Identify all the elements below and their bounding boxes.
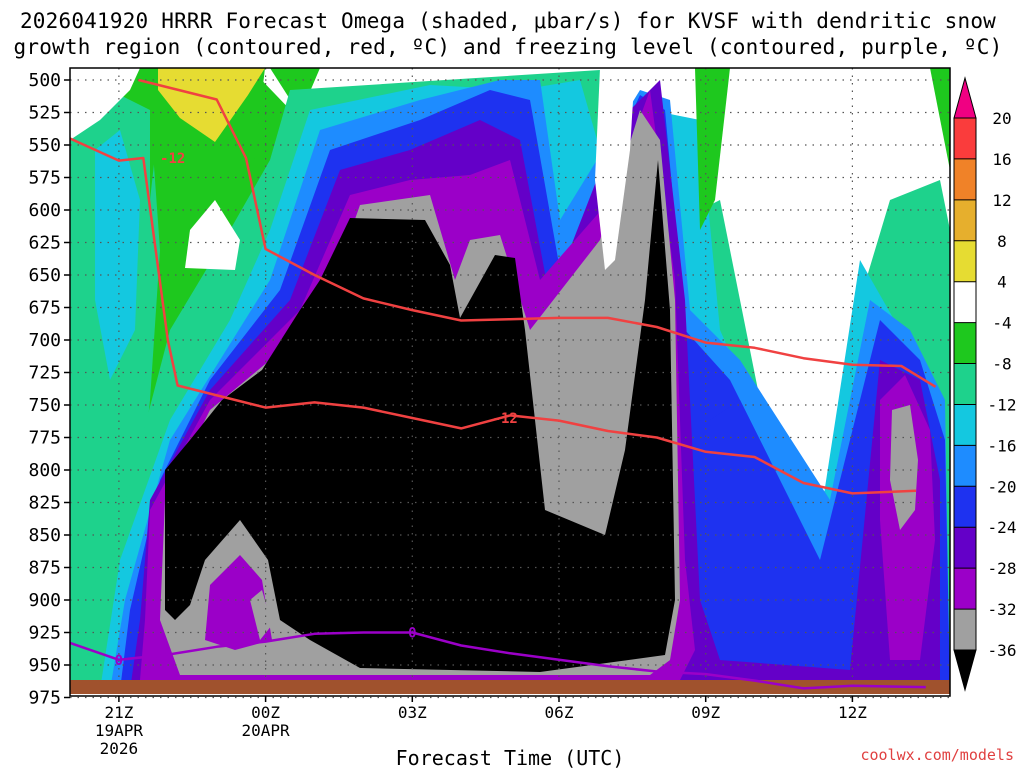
y-tick-label: 875 <box>28 558 61 579</box>
x-tick-sublabel: 2026 <box>100 739 139 758</box>
colorbar-label: -36 <box>988 641 1017 660</box>
colorbar-label: -24 <box>988 518 1017 537</box>
y-tick-label: 775 <box>28 428 61 449</box>
x-tick-sublabel: 19APR <box>95 721 144 740</box>
colorbar-label: 4 <box>997 273 1007 292</box>
x-tick-label: 03Z <box>398 703 427 722</box>
colorbar-label: 12 <box>992 191 1011 210</box>
y-tick-label: 950 <box>28 655 61 676</box>
y-tick-label: 975 <box>28 688 61 709</box>
colorbar-segment <box>954 118 976 159</box>
contour-labels: -12 -12 0 0 <box>115 151 518 669</box>
colorbar-segment <box>954 568 976 610</box>
x-tick-label: 06Z <box>545 703 574 722</box>
colorbar-segment <box>954 158 976 200</box>
y-tick-label: 925 <box>28 623 61 644</box>
y-tick-label: 600 <box>28 200 61 221</box>
omega-shading <box>70 68 950 696</box>
contour--12 <box>69 137 917 495</box>
contour--12 <box>138 78 937 388</box>
colorbar-segment <box>954 609 976 650</box>
colorbar-label: 8 <box>997 232 1007 251</box>
grid-lines <box>70 68 950 699</box>
x-tick-sublabel: 20APR <box>242 721 291 740</box>
colorbar-label: -16 <box>988 436 1017 455</box>
colorbar-label: -28 <box>988 559 1017 578</box>
x-tick-label: 00Z <box>251 703 280 722</box>
plot-area: -12 -12 0 0 <box>69 67 951 699</box>
colorbar-segment <box>954 527 976 569</box>
colorbar-segment <box>954 281 976 323</box>
y-axis: 500 525 550 575 600 625 650 675 700 725 750 775 800 8… <box>28 70 70 709</box>
colorbar-segment <box>954 240 976 282</box>
y-tick-label: 700 <box>28 330 61 351</box>
colorbar-segment <box>954 404 976 446</box>
y-tick-label: 625 <box>28 233 61 254</box>
contour-lines <box>69 78 937 690</box>
colorbar-label: 20 <box>992 109 1011 128</box>
y-tick-label: 825 <box>28 493 61 514</box>
y-tick-label: 650 <box>28 265 61 286</box>
y-tick-label: 500 <box>28 70 61 91</box>
colorbar-label: -12 <box>988 395 1017 414</box>
contour-label: -12 <box>493 411 518 427</box>
colorbar-arrow-low <box>953 649 977 692</box>
contour-label: -12 <box>160 151 185 167</box>
ground-layer <box>70 680 950 694</box>
y-tick-label: 550 <box>28 135 61 156</box>
colorbar-label: -4 <box>992 314 1011 333</box>
contour-0 <box>69 631 926 690</box>
y-tick-label: 900 <box>28 590 61 611</box>
y-tick-label: 575 <box>28 168 61 189</box>
colorbar-segment <box>954 486 976 528</box>
y-tick-label: 525 <box>28 103 61 124</box>
chart-title-line-1: 2026041920 HRRR Forecast Omega (shaded, … <box>20 9 996 33</box>
y-tick-label: 725 <box>28 363 61 384</box>
y-tick-label: 800 <box>28 460 61 481</box>
x-tick-label: 09Z <box>691 703 720 722</box>
colorbar-segment <box>954 445 976 487</box>
y-tick-label: 675 <box>28 298 61 319</box>
colorbar-segment <box>954 363 976 405</box>
contour-label: 0 <box>408 626 416 642</box>
colorbar-label: -20 <box>988 477 1017 496</box>
colorbar-label: 16 <box>992 150 1011 169</box>
colorbar-label: -8 <box>992 355 1011 374</box>
chart-title-line-2: growth region (contoured, red, ºC) and f… <box>14 35 1003 59</box>
x-axis-label: Forecast Time (UTC) <box>396 746 625 768</box>
colorbar-arrow-high <box>953 76 977 119</box>
x-tick-label: 21Z <box>104 703 133 722</box>
y-tick-label: 850 <box>28 525 61 546</box>
credit-text: coolwx.com/models <box>860 746 1014 764</box>
colorbar-label: -32 <box>988 600 1017 619</box>
colorbar-segment <box>954 199 976 241</box>
colorbar-segment <box>954 322 976 364</box>
colorbar: 20 16 12 8 4 -4 -8 -12 -16 -20 -24 -28 -32 -36 <box>953 76 1017 692</box>
contour-label: 0 <box>115 653 123 669</box>
plot-frame <box>69 67 951 697</box>
y-tick-label: 750 <box>28 395 61 416</box>
x-tick-label: 12Z <box>838 703 867 722</box>
